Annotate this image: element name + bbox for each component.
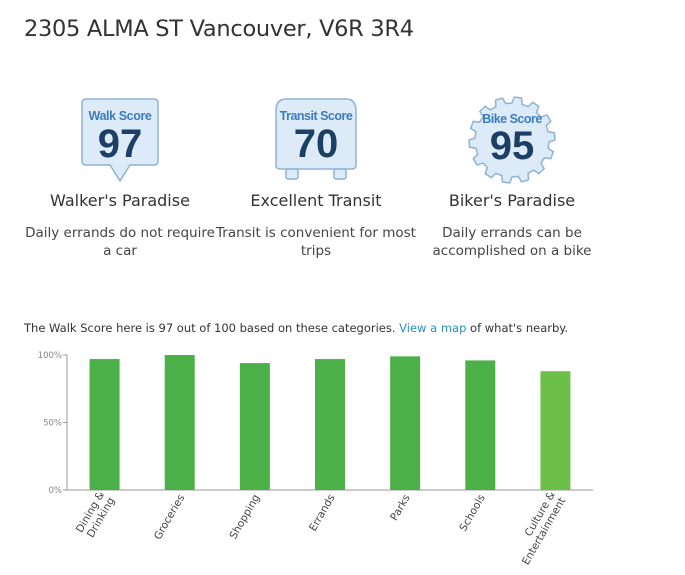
- walk-badge-shape: [81, 98, 159, 183]
- transit-wheel-left: [285, 168, 299, 180]
- transit-wheel-right: [333, 168, 347, 180]
- bike-score-name: Biker's Paradise: [448, 191, 576, 210]
- score-summary: The Walk Score here is 97 out of 100 bas…: [24, 321, 568, 335]
- transit-score-badge: Transit Score 70: [275, 98, 357, 180]
- bar: [89, 359, 120, 490]
- x-tick-label-line: Errands: [307, 493, 338, 534]
- bar: [465, 360, 496, 490]
- bar: [164, 355, 195, 490]
- bike-score-value: 95: [490, 124, 535, 168]
- bike-score-panel: Bike Score 95 Biker's Paradise Daily err…: [412, 95, 612, 260]
- transit-score-value: 70: [294, 122, 339, 166]
- bike-gear-shape: [468, 96, 556, 184]
- x-tick-label: Shopping: [227, 493, 262, 542]
- walk-score-name: Walker's Paradise: [50, 191, 190, 210]
- y-tick-label: 100%: [38, 351, 62, 361]
- transit-score-description: Transit is convenient for most trips: [216, 225, 416, 259]
- x-tick-label: Culture &Entertainment: [510, 490, 569, 568]
- summary-text-before: The Walk Score here is 97 out of 100 bas…: [24, 321, 400, 335]
- bike-score-label: Bike Score: [482, 112, 542, 126]
- summary-text-after: of what's nearby.: [466, 321, 569, 335]
- x-tick-label: Parks: [388, 493, 412, 523]
- transit-score-name: Excellent Transit: [250, 191, 382, 210]
- y-tick-label: 50%: [43, 419, 62, 429]
- walk-score-description: Daily errands do not require a car: [25, 225, 215, 259]
- bar: [390, 356, 421, 490]
- x-tick-label: Errands: [307, 493, 338, 534]
- transit-score-label: Transit Score: [280, 109, 353, 123]
- x-tick-label: Dining &Drinking: [74, 490, 117, 541]
- view-map-link[interactable]: View a map: [399, 321, 467, 335]
- bar: [540, 371, 571, 490]
- category-bar-chart: 100% 50% 0% Dining &Drinking Groceries Shoppi…: [38, 351, 593, 568]
- x-tick-label-line: Groceries: [152, 493, 187, 542]
- transit-badge-shape: [275, 98, 357, 170]
- x-tick-label-line: Shopping: [227, 493, 262, 542]
- bar: [315, 359, 345, 490]
- walk-score-badge: Walk Score 97: [81, 98, 159, 183]
- bar: [239, 363, 270, 490]
- x-tick-label: Schools: [457, 493, 488, 534]
- transit-score-panel: Transit Score 70 Excellent Transit Trans…: [216, 95, 416, 260]
- walk-score-value: 97: [98, 122, 143, 166]
- x-tick-label-line: Schools: [457, 493, 488, 534]
- walk-score-label: Walk Score: [89, 109, 152, 123]
- x-tick-label: Groceries: [152, 493, 187, 542]
- bike-score-description: Daily errands can be accomplished on a b…: [432, 225, 592, 259]
- page-title: 2305 ALMA ST Vancouver, V6R 3R4: [24, 16, 414, 42]
- bike-score-badge: Bike Score 95: [468, 96, 556, 184]
- y-tick-label: 0%: [49, 486, 63, 496]
- walk-score-panel: Walk Score 97 Walker's Paradise Daily er…: [20, 95, 220, 260]
- x-tick-label-line: Parks: [388, 493, 412, 523]
